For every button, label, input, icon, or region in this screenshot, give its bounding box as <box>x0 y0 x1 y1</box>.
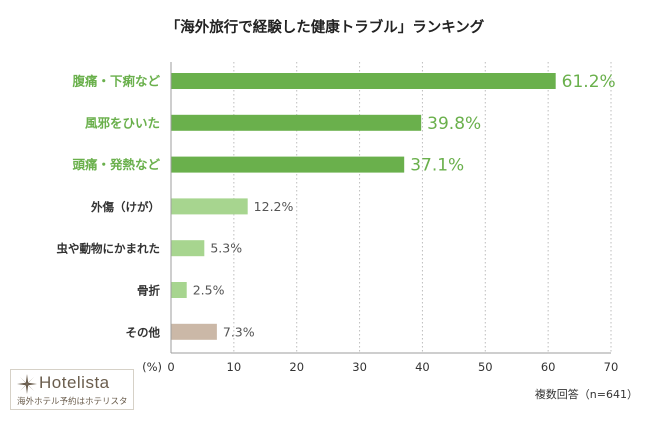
bar <box>171 240 205 257</box>
x-axis: 0 10 20 30 40 50 60 70 <box>167 62 618 374</box>
logo-name: Hotelista <box>39 373 110 392</box>
value-label: 2.5% <box>193 283 225 298</box>
bar <box>171 198 248 215</box>
x-tick-label: 30 <box>352 360 367 374</box>
x-tick-label: 70 <box>604 360 619 374</box>
category-label: 腹痛・下痢など <box>72 74 160 89</box>
value-label: 61.2% <box>562 72 616 92</box>
logo-tagline: 海外ホテル予約はホテリスタ <box>17 397 128 407</box>
bar <box>171 156 405 173</box>
category-label: 風邪をひいた <box>85 115 160 130</box>
x-unit-label: (%) <box>142 360 162 374</box>
category-label: その他 <box>126 325 161 339</box>
value-label: 39.8% <box>427 114 481 134</box>
x-tick-label: 60 <box>541 360 556 374</box>
value-label: 5.3% <box>210 241 242 256</box>
value-label: 12.2% <box>254 199 294 214</box>
chart-title: 「海外旅行で経験した健康トラブル」ランキング <box>166 18 485 36</box>
category-label: 外傷（けが） <box>90 200 160 214</box>
bar <box>171 114 422 131</box>
x-tick-label: 40 <box>415 360 430 374</box>
bar <box>171 73 556 89</box>
category-label: 骨折 <box>137 284 160 298</box>
category-label: 頭痛・発熱など <box>72 157 160 172</box>
footnote: 複数回答（n=641） <box>535 387 638 401</box>
value-label: 7.3% <box>223 324 255 339</box>
x-tick-label: 0 <box>167 360 174 374</box>
x-tick-label: 10 <box>227 360 242 374</box>
value-label: 37.1% <box>410 156 464 176</box>
bars: 腹痛・下痢など 61.2% 風邪をひいた 39.8% 頭痛・発熱など 37.1% 外傷（けが… <box>57 72 616 340</box>
bar <box>171 282 187 298</box>
x-tick-label: 50 <box>478 360 493 374</box>
hotelista-logo: Hotelista 海外ホテル予約はホテリスタ <box>10 369 134 410</box>
category-label: 虫や動物にかまれた <box>57 242 161 256</box>
sparkle-star-icon <box>17 374 37 394</box>
bar <box>171 323 217 340</box>
x-tick-label: 20 <box>289 360 304 374</box>
grid-lines <box>233 62 612 353</box>
